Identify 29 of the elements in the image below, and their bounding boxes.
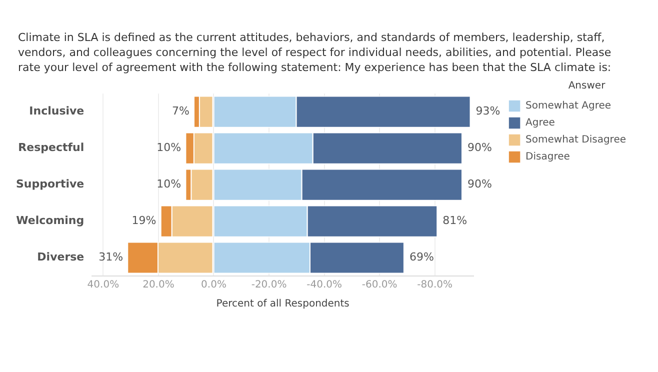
annotation: 90%	[467, 178, 492, 191]
annotation: 81%	[442, 214, 468, 228]
x-tick-label: 0.0%	[201, 280, 226, 291]
legend-label: Agree	[526, 118, 555, 129]
x-tick-label: -60.0%	[362, 280, 398, 291]
annotation: 10%	[156, 141, 182, 154]
y-tick-label: Inclusive	[29, 104, 84, 118]
x-tick-label: 20.0%	[142, 280, 174, 291]
annotation: 7%	[172, 104, 190, 118]
x-axis-title: Percent of all Respondents	[216, 298, 350, 310]
y-tick-label: Supportive	[16, 178, 84, 191]
legend-label: Somewhat Disagree	[526, 134, 626, 146]
y-tick-label: Respectful	[18, 141, 84, 154]
x-tick-label: -20.0%	[251, 280, 287, 291]
x-tick-label: 40.0%	[87, 280, 120, 291]
legend-label: Somewhat Agree	[526, 100, 612, 112]
y-tick-label: Welcoming	[16, 214, 84, 228]
annotation: 31%	[98, 250, 124, 264]
annotation: 93%	[476, 104, 500, 118]
x-tick-label: -80.0%	[417, 280, 453, 291]
x-tick-label: -40.0%	[306, 280, 342, 291]
annotation: 19%	[132, 214, 156, 228]
legend-title: Answer	[568, 80, 606, 92]
y-tick-label: Diverse	[37, 250, 84, 264]
annotation: 90%	[467, 141, 492, 154]
annotation: 69%	[409, 250, 434, 264]
annotation: 10%	[156, 178, 182, 191]
chart-title: Climate in SLA is defined as the current attitudes, behaviors, and standards of members, leadership, staff, vendors, and colleagues concerning the level of respect for individual needs, abilities, and potential. Please rate your level of agreement with the following statement: My experience has been that the SLA climate is:	[18, 30, 612, 75]
legend-label: Disagree	[526, 152, 570, 163]
